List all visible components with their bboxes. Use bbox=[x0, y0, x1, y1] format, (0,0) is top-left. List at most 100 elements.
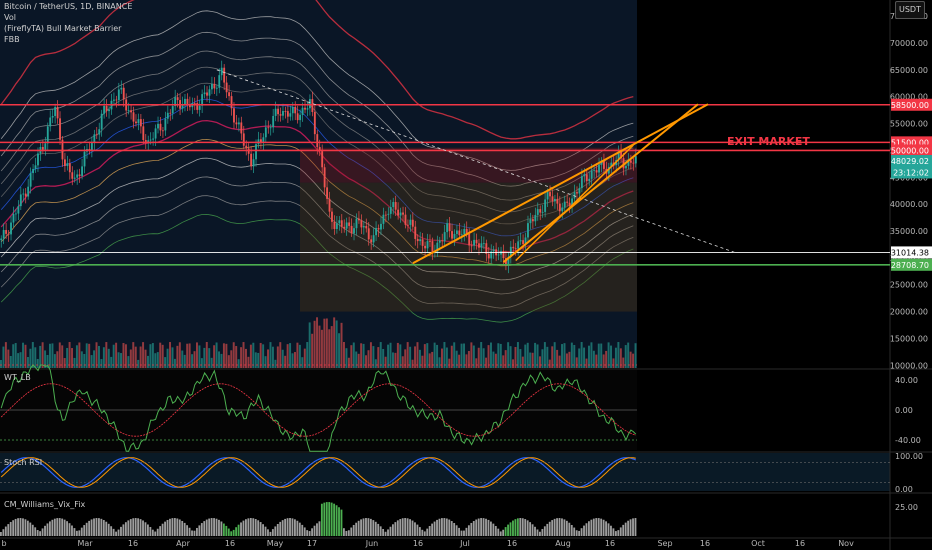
vix-bar bbox=[551, 520, 554, 536]
candle-body bbox=[377, 227, 380, 230]
price-tag-label: 51500.00 bbox=[891, 138, 929, 147]
envelope-band-0 bbox=[0, 0, 634, 140]
candle-body bbox=[46, 126, 49, 144]
candle-body bbox=[333, 221, 336, 229]
legend-fbb[interactable]: FBB bbox=[4, 35, 20, 44]
legend-volume[interactable]: Vol bbox=[4, 13, 16, 22]
volume-bar bbox=[58, 342, 61, 368]
candle-body bbox=[90, 142, 93, 151]
vix-bar bbox=[597, 518, 600, 536]
candle-body bbox=[529, 219, 532, 224]
legend-wt-lb[interactable]: WT_LB bbox=[4, 373, 31, 382]
vix-bar bbox=[377, 523, 380, 536]
volume-bar bbox=[570, 342, 573, 368]
vix-bar bbox=[289, 518, 291, 536]
candle-body bbox=[142, 126, 145, 140]
volume-bar bbox=[509, 346, 512, 368]
exit-market-label: EXIT MARKET bbox=[727, 135, 810, 148]
candle-body bbox=[348, 222, 351, 226]
vix-bar bbox=[218, 519, 220, 536]
volume-bar bbox=[516, 342, 519, 368]
symbol-legend[interactable]: Bitcoin / TetherUS, 1D, BINANCE bbox=[4, 2, 133, 11]
legend-vix-fix[interactable]: CM_Williams_Vix_Fix bbox=[4, 500, 86, 509]
vix-bar bbox=[526, 520, 529, 536]
volume-bar bbox=[438, 357, 441, 368]
candle-body bbox=[144, 139, 147, 143]
candle-body bbox=[169, 112, 172, 114]
candle-body bbox=[76, 174, 79, 178]
vix-bar bbox=[563, 519, 566, 536]
legend-bull-market-barrier[interactable]: (FireflyTA) Bull Market Barrier bbox=[4, 24, 122, 33]
candle-body bbox=[17, 206, 20, 214]
stoch-axis-label: 0.00 bbox=[895, 485, 913, 494]
vix-bar bbox=[267, 529, 269, 536]
price-tick-label: 65000.00 bbox=[890, 66, 928, 75]
candle-body bbox=[421, 239, 424, 246]
envelope-band-1 bbox=[0, 10, 634, 171]
volume-bar bbox=[117, 352, 120, 368]
candle-body bbox=[274, 108, 277, 116]
candle-body bbox=[446, 223, 449, 233]
vix-bar bbox=[472, 521, 475, 536]
vix-bar bbox=[249, 518, 252, 536]
volume-bar bbox=[320, 329, 323, 368]
candle-body bbox=[237, 122, 240, 125]
vix-bar bbox=[531, 524, 534, 536]
candle-body bbox=[625, 165, 627, 169]
vix-bar bbox=[570, 524, 573, 536]
vix-bar bbox=[404, 518, 407, 536]
volume-bar bbox=[629, 351, 632, 368]
candle-body bbox=[558, 203, 561, 212]
volume-bar bbox=[88, 343, 91, 368]
volume-bar bbox=[78, 342, 81, 368]
currency-badge[interactable]: USDT bbox=[895, 1, 925, 19]
candle-body bbox=[164, 118, 167, 131]
vix-bar bbox=[220, 521, 223, 536]
volume-bar bbox=[482, 348, 485, 368]
main-pane-bg bbox=[0, 0, 637, 368]
vix-bar bbox=[499, 531, 502, 536]
volume-bar bbox=[396, 342, 399, 368]
price-tick-label: 20000.00 bbox=[890, 308, 928, 317]
volume-bar bbox=[497, 343, 500, 368]
vix-bar bbox=[134, 518, 137, 536]
volume-bar bbox=[137, 359, 140, 368]
volume-bar bbox=[188, 343, 191, 368]
volume-bar bbox=[624, 345, 627, 368]
candle-body bbox=[32, 169, 35, 174]
vix-bar bbox=[301, 524, 304, 536]
vix-bar bbox=[558, 518, 561, 536]
candle-body bbox=[414, 226, 417, 239]
candle-body bbox=[12, 213, 15, 223]
candle-body bbox=[71, 172, 74, 179]
candle-body bbox=[487, 253, 490, 259]
vix-bar bbox=[521, 518, 524, 536]
volume-bar bbox=[450, 345, 453, 368]
volume-bar bbox=[205, 342, 208, 368]
volume-bar bbox=[71, 348, 74, 368]
volume-bar bbox=[472, 345, 475, 368]
candle-body bbox=[353, 228, 355, 234]
volume-bar bbox=[134, 346, 137, 368]
candle-body bbox=[402, 212, 404, 215]
vix-bar bbox=[222, 523, 225, 536]
candle-body bbox=[230, 96, 233, 109]
legend-stoch-rsi[interactable]: Stoch RSI bbox=[4, 458, 43, 467]
candle-body bbox=[429, 241, 431, 242]
candle-body bbox=[218, 75, 221, 88]
vix-bar bbox=[147, 524, 149, 536]
candle-body bbox=[115, 99, 118, 101]
candle-body bbox=[29, 173, 32, 187]
candle-body bbox=[509, 246, 512, 257]
candle-body bbox=[438, 240, 441, 243]
volume-bar bbox=[296, 342, 299, 368]
candle-body bbox=[326, 187, 329, 199]
vix-bar bbox=[151, 529, 154, 536]
vix-bars bbox=[0, 502, 637, 536]
volume-bar bbox=[426, 343, 429, 368]
vix-bar bbox=[497, 528, 500, 536]
vix-bar bbox=[232, 529, 235, 536]
volume-bar bbox=[565, 353, 568, 368]
vix-bar bbox=[595, 518, 598, 536]
